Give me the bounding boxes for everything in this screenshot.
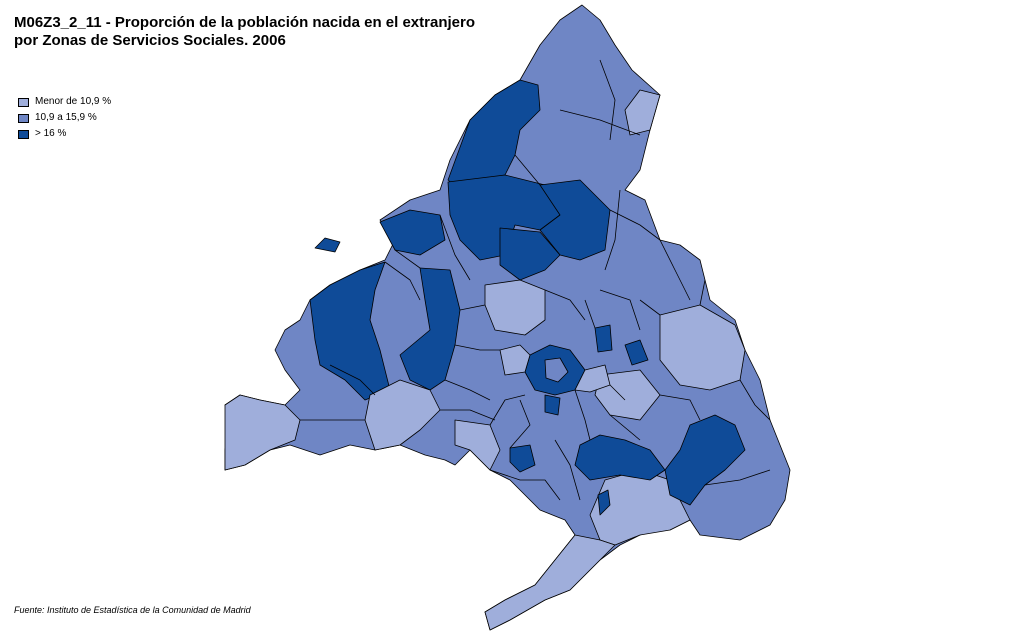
zone-borders	[300, 59, 771, 501]
zone-north-2	[447, 174, 561, 261]
source-note: Fuente: Instituto de Estadística de la C…	[14, 605, 251, 615]
zone-north-4	[499, 227, 561, 281]
zone-nw-2	[314, 237, 341, 253]
legend-label-mid: 10,9 a 15,9 %	[35, 112, 97, 123]
zone-capital-5	[574, 364, 611, 393]
title-line-2: por Zonas de Servicios Sociales. 2006	[14, 32, 286, 49]
legend-swatch-low	[18, 97, 29, 107]
legend-label-low: Menor de 10,9 %	[35, 96, 112, 107]
zone-center-light-2	[624, 89, 661, 136]
zone-west-light	[364, 379, 441, 451]
legend-item-low: Menor de 10,9 %	[18, 94, 111, 110]
legend-item-mid: 10,9 a 15,9 %	[18, 110, 111, 126]
zone-west-1	[309, 261, 391, 401]
zone-capital-2	[544, 357, 569, 383]
zone-sw-light	[224, 394, 301, 471]
zone-capital-3	[499, 344, 531, 376]
map-title: M06Z3_2_11 - Proporción de la población …	[14, 14, 475, 50]
zone-south-small-dark	[597, 489, 611, 516]
legend-label-high: > 16 %	[35, 128, 67, 139]
zone-capital-4	[544, 394, 561, 416]
zone-center-east-dark	[594, 324, 613, 353]
zone-center-light-1	[484, 279, 546, 336]
zone-south-dark	[574, 434, 666, 481]
zone-east-light-2	[594, 369, 661, 421]
zone-south-strip	[484, 534, 616, 631]
zone-north-3	[539, 179, 611, 261]
zone-center-south-dark	[509, 444, 536, 473]
legend: Menor de 10,9 % 10,9 a 15,9 % > 16 %	[18, 94, 111, 142]
title-line-1: M06Z3_2_11 - Proporción de la población …	[14, 14, 475, 31]
zone-center-east-dark-2	[624, 339, 649, 366]
legend-swatch-mid	[18, 113, 29, 123]
legend-swatch-high	[18, 129, 29, 139]
legend-item-high: > 16 %	[18, 126, 111, 142]
